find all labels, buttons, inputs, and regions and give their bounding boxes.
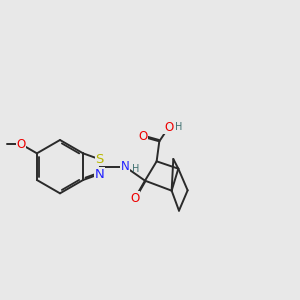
Text: O: O	[164, 121, 173, 134]
Text: N: N	[121, 160, 129, 173]
Text: O: O	[138, 130, 147, 143]
Text: O: O	[16, 138, 26, 151]
Text: O: O	[130, 191, 140, 205]
Text: S: S	[96, 153, 104, 166]
Text: H: H	[175, 122, 182, 132]
Text: N: N	[95, 167, 105, 181]
Text: H: H	[132, 164, 140, 174]
